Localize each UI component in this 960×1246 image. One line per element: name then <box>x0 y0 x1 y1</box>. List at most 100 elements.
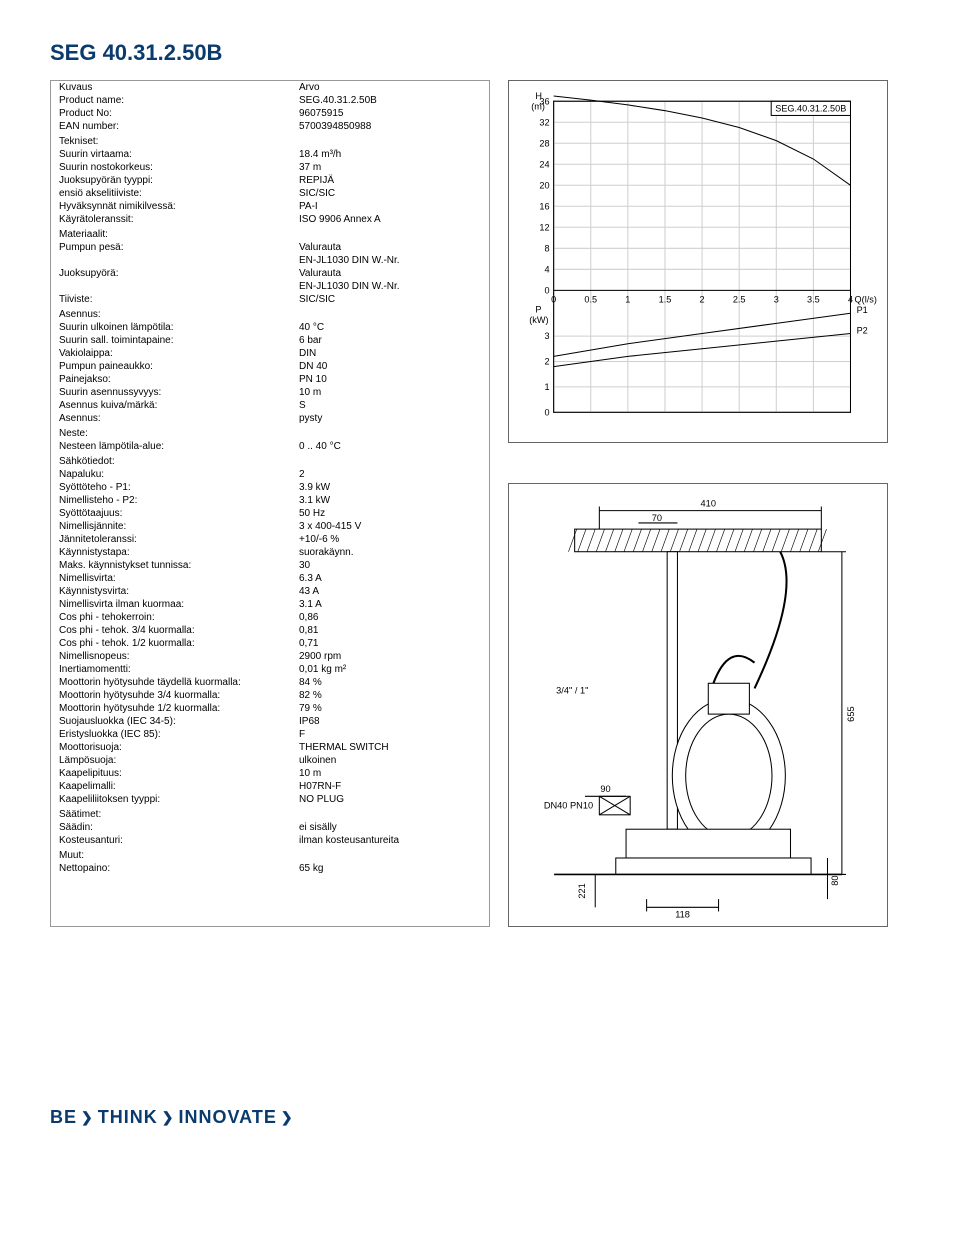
spec-row: Napaluku:2 <box>51 468 489 481</box>
spec-key: Cos phi - tehok. 1/2 kuormalla: <box>59 638 299 649</box>
spec-row: Moottorisuoja:THERMAL SWITCH <box>51 741 489 754</box>
spec-key: Kuvaus <box>59 82 299 93</box>
spec-row: Käynnistysvirta:43 A <box>51 585 489 598</box>
spec-key: Kosteusanturi: <box>59 835 299 846</box>
spec-group: KuvausArvoProduct name:SEG.40.31.2.50BPr… <box>51 81 489 133</box>
svg-text:28: 28 <box>539 138 549 148</box>
spec-value: 3.1 A <box>299 599 481 610</box>
spec-row: Syöttöteho - P1:3.9 kW <box>51 481 489 494</box>
svg-text:410: 410 <box>701 498 716 508</box>
svg-text:12: 12 <box>539 222 549 232</box>
spec-row: Moottorin hyötysuhde täydellä kuormalla:… <box>51 676 489 689</box>
spec-key: Suurin asennussyvyys: <box>59 387 299 398</box>
spec-value: 30 <box>299 560 481 571</box>
spec-value: Valurauta <box>299 268 481 279</box>
spec-row: Nesteen lämpötila-alue:0 .. 40 °C <box>51 440 489 453</box>
spec-row: Kaapelimalli:H07RN-F <box>51 780 489 793</box>
spec-row: Product name:SEG.40.31.2.50B <box>51 94 489 107</box>
spec-row: Kaapeliliitoksen tyyppi:NO PLUG <box>51 793 489 806</box>
spec-key: Juoksupyörä: <box>59 268 299 279</box>
spec-row: Jännitetoleranssi:+10/-6 % <box>51 533 489 546</box>
spec-key: Neste: <box>59 428 299 439</box>
spec-key: Nimellisteho - P2: <box>59 495 299 506</box>
spec-key: Eristysluokka (IEC 85): <box>59 729 299 740</box>
spec-key: Kaapelipituus: <box>59 768 299 779</box>
spec-key: Cos phi - tehok. 3/4 kuormalla: <box>59 625 299 636</box>
spec-value <box>299 809 481 820</box>
spec-value: 6 bar <box>299 335 481 346</box>
spec-row: Neste: <box>51 427 489 440</box>
spec-key: Käynnistystapa: <box>59 547 299 558</box>
spec-row: Maks. käynnistykset tunnissa:30 <box>51 559 489 572</box>
spec-row: Moottorin hyötysuhde 3/4 kuormalla:82 % <box>51 689 489 702</box>
svg-text:0.5: 0.5 <box>584 295 597 305</box>
spec-value: 3.1 kW <box>299 495 481 506</box>
spec-value: DIN <box>299 348 481 359</box>
spec-value: 82 % <box>299 690 481 701</box>
spec-key: Juoksupyörän tyyppi: <box>59 175 299 186</box>
svg-text:3: 3 <box>774 295 779 305</box>
spec-row: Suurin asennussyvyys:10 m <box>51 386 489 399</box>
spec-key: Hyväksynnät nimikilvessä: <box>59 201 299 212</box>
spec-value: H07RN-F <box>299 781 481 792</box>
svg-text:3: 3 <box>544 331 549 341</box>
spec-row: Cos phi - tehok. 1/2 kuormalla:0,71 <box>51 637 489 650</box>
chevron-icon: ❯ <box>281 1109 294 1126</box>
spec-key: Syöttöteho - P1: <box>59 482 299 493</box>
spec-key: Kaapeliliitoksen tyyppi: <box>59 794 299 805</box>
spec-row: Kosteusanturi:ilman kosteusantureita <box>51 834 489 847</box>
svg-text:P: P <box>535 305 541 315</box>
spec-key: Nesteen lämpötila-alue: <box>59 441 299 452</box>
spec-value: ISO 9906 Annex A <box>299 214 481 225</box>
spec-value: +10/-6 % <box>299 534 481 545</box>
spec-value: PN 10 <box>299 374 481 385</box>
svg-text:32: 32 <box>539 117 549 127</box>
spec-value: S <box>299 400 481 411</box>
spec-value: F <box>299 729 481 740</box>
spec-key: Nimellisvirta: <box>59 573 299 584</box>
spec-row: EAN number:5700394850988 <box>51 120 489 133</box>
spec-key: Käyrätoleranssit: <box>59 214 299 225</box>
spec-row: Nimellisvirta ilman kuormaa:3.1 A <box>51 598 489 611</box>
spec-key: Materiaalit: <box>59 229 299 240</box>
spec-value: 2 <box>299 469 481 480</box>
spec-row: Juoksupyörä:Valurauta <box>51 267 489 280</box>
spec-key: Nettopaino: <box>59 863 299 874</box>
svg-text:P1: P1 <box>857 305 868 315</box>
spec-key: Moottorin hyötysuhde 1/2 kuormalla: <box>59 703 299 714</box>
spec-key: Pumpun pesä: <box>59 242 299 253</box>
spec-value: 6.3 A <box>299 573 481 584</box>
performance-chart: 3632282420161284000.511.522.533.543210H(… <box>508 80 888 443</box>
spec-key: Tekniset: <box>59 136 299 147</box>
spec-value: Valurauta <box>299 242 481 253</box>
spec-row: Vakiolaippa:DIN <box>51 347 489 360</box>
spec-key: Vakiolaippa: <box>59 348 299 359</box>
spec-value: SEG.40.31.2.50B <box>299 95 481 106</box>
spec-key: Syöttötaajuus: <box>59 508 299 519</box>
spec-value: ei sisälly <box>299 822 481 833</box>
chevron-icon: ❯ <box>81 1109 94 1126</box>
spec-key: EAN number: <box>59 121 299 132</box>
spec-row: Muut: <box>51 849 489 862</box>
spec-value: 84 % <box>299 677 481 688</box>
spec-value <box>299 850 481 861</box>
spec-value: NO PLUG <box>299 794 481 805</box>
spec-value: 3 x 400-415 V <box>299 521 481 532</box>
spec-key: Product No: <box>59 108 299 119</box>
spec-key: Moottorisuoja: <box>59 742 299 753</box>
spec-key: Käynnistysvirta: <box>59 586 299 597</box>
spec-row: EN-JL1030 DIN W.-Nr. <box>51 280 489 293</box>
spec-value <box>299 456 481 467</box>
spec-value: 10 m <box>299 768 481 779</box>
spec-row: Käynnistystapa:suorakäynn. <box>51 546 489 559</box>
right-column: 3632282420161284000.511.522.533.543210H(… <box>508 80 888 927</box>
spec-key: Pumpun paineaukko: <box>59 361 299 372</box>
spec-group: Säätimet:Säädin:ei sisällyKosteusanturi:… <box>51 808 489 847</box>
spec-row: Nettopaino:65 kg <box>51 862 489 875</box>
spec-value: 0 .. 40 °C <box>299 441 481 452</box>
svg-text:221: 221 <box>577 883 587 898</box>
svg-text:2: 2 <box>544 357 549 367</box>
spec-row: Juoksupyörän tyyppi:REPIJÄ <box>51 174 489 187</box>
spec-value <box>299 136 481 147</box>
spec-row: Sähkötiedot: <box>51 455 489 468</box>
